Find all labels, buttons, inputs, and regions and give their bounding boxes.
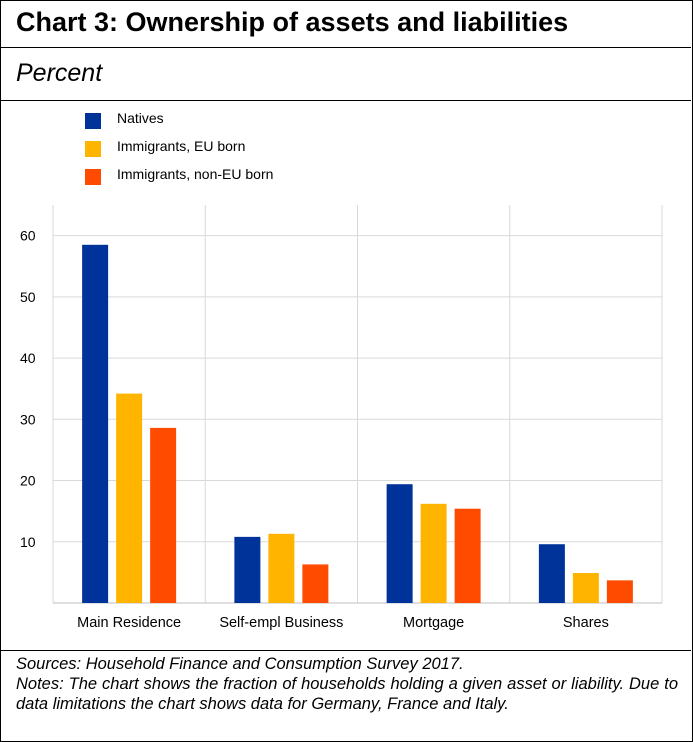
bar-natives-3 [538,544,565,603]
bar-natives-1 [234,536,261,603]
sources-note: Sources: Household Finance and Consumpti… [16,655,464,673]
legend-label-immigrants-non-eu-born: Immigrants, non-EU born [117,166,273,182]
bar-natives-2 [386,484,413,603]
y-tick-label-20: 20 [20,473,36,489]
bar-immigrants-eu-born-0 [116,393,143,603]
bar-immigrants-non-eu-born-1 [302,564,329,603]
legend-swatch-natives [85,113,101,129]
bar-immigrants-eu-born-3 [572,572,599,603]
chart-title: Chart 3: Ownership of assets and liabili… [16,7,569,37]
legend-label-natives: Natives [117,110,164,126]
legend-label-immigrants-eu-born: Immigrants, EU born [117,138,245,154]
y-tick-label-60: 60 [20,228,36,244]
bar-immigrants-non-eu-born-3 [606,580,633,603]
bar-immigrants-non-eu-born-0 [150,427,177,603]
bar-immigrants-eu-born-1 [268,533,295,603]
bar-natives-0 [82,244,109,604]
x-tick-label-0: Main Residence [77,615,181,631]
legend-swatch-immigrants-non-eu-born [85,169,101,185]
subtitle-row: Percent [0,48,691,101]
legend-swatch-immigrants-eu-born [85,141,101,157]
y-tick-label-40: 40 [20,350,36,366]
bar-immigrants-eu-born-2 [420,503,447,603]
bar-chart: 10 20 30 40 50 60 Main Residence Self-empl Busi… [20,110,663,631]
chart-footer: Sources: Household Finance and Consumpti… [16,654,678,714]
x-tick-label-3: Shares [563,615,609,631]
bar-immigrants-non-eu-born-2 [454,508,481,603]
x-tick-label-1: Self-empl Business [219,615,343,631]
notes-text: Notes: The chart shows the fraction of h… [16,675,678,713]
y-tick-label-30: 30 [20,411,36,427]
x-tick-label-2: Mortgage [403,615,464,631]
title-row: Chart 3: Ownership of assets and liabili… [0,0,691,48]
y-tick-label-10: 10 [20,534,36,550]
y-tick-label-50: 50 [20,289,36,305]
chart-subtitle: Percent [16,59,103,87]
footer-row: Sources: Household Finance and Consumpti… [0,650,691,741]
